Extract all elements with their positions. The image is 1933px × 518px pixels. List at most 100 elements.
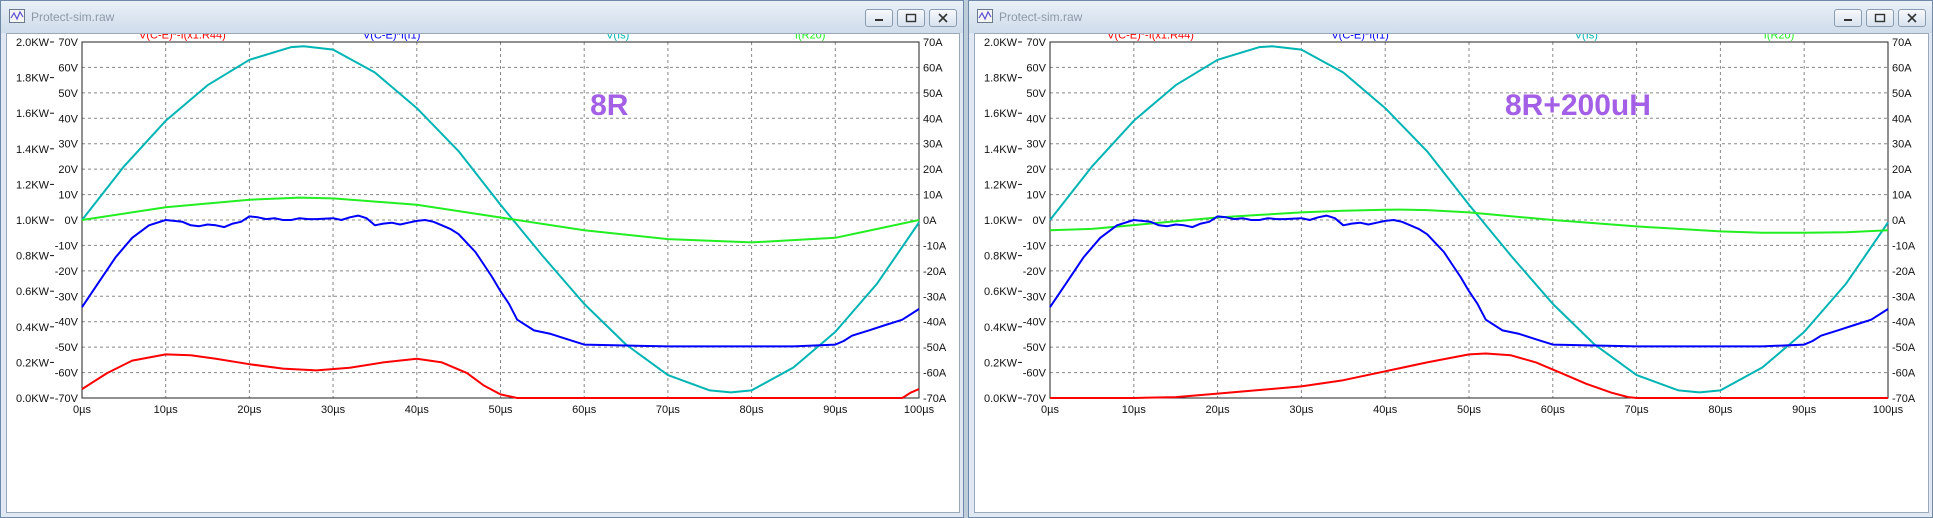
right-axis-tick: -40A [923, 317, 947, 329]
right-axis-tick: 50A [1892, 88, 1912, 100]
left-axis-tick: 0.8KW [984, 251, 1018, 263]
right-axis-tick: -30A [923, 291, 947, 303]
left-axis-tick: 0.2KW [984, 357, 1018, 369]
minimize-button[interactable] [865, 9, 893, 27]
mid-axis-tick: 50V [58, 88, 78, 100]
title-bar[interactable]: Protect-sim.raw [969, 1, 1932, 33]
legend: V(C-E)*-I(x1:R44) V(C-E)*I(I1) V(Is) I(R20) [139, 30, 826, 42]
minimize-button[interactable] [1834, 9, 1862, 27]
right-axis-tick: -20A [923, 266, 947, 278]
mid-axis-tick: 70V [58, 37, 78, 49]
mid-axis-tick: 30V [58, 139, 78, 151]
right-axis-tick: 70A [923, 37, 943, 49]
x-axis-tick: 20µs [1206, 404, 1231, 416]
legend: V(C-E)*-I(x1:R44) V(C-E)*I(I1) V(Is) I(R20) [1107, 30, 1795, 42]
x-axis-tick: 100µs [904, 404, 935, 416]
x-axis-tick: 40µs [1373, 404, 1398, 416]
right-axis-tick: 10A [923, 190, 943, 202]
legend-entry: V(C-E)*-I(x1:R44) [139, 34, 226, 42]
plot-window-left: Protect-sim.raw 0.0KW 0.2KW 0.4KW 0.6KW 0.8K… [0, 0, 964, 518]
legend-entry: I(R20) [795, 34, 826, 42]
left-axis-tick: 2.0KW [16, 37, 50, 49]
left-axis-tick: 0.0KW [16, 393, 50, 405]
mid-axis-tick: 60V [1026, 62, 1046, 74]
right-axis-tick: 40A [923, 113, 943, 125]
mid-axis-tick: 20V [58, 164, 78, 176]
left-axis-tick: 1.4KW [16, 144, 50, 156]
right-axis-tick: -70A [1892, 393, 1916, 405]
x-axis-tick: 0µs [1041, 404, 1059, 416]
series-line [1049, 208, 1889, 234]
x-axis-tick: 90µs [823, 404, 848, 416]
mid-axis-tick: 50V [1026, 88, 1046, 100]
x-axis-tick: 40µs [405, 404, 430, 416]
right-axis-tick: 20A [923, 164, 943, 176]
mid-axis-tick: -40V [1023, 317, 1047, 329]
x-axis-tick: 80µs [1708, 404, 1733, 416]
left-axis-tick: 1.6KW [984, 108, 1018, 120]
axes: 0.0KW 0.2KW 0.4KW 0.6KW 0.8KW 1.0KW 1.2KW 1.4KW… [16, 37, 947, 416]
x-axis-tick: 20µs [237, 404, 262, 416]
mid-axis-tick: -20V [55, 266, 79, 278]
x-axis-tick: 10µs [1122, 404, 1147, 416]
x-axis-tick: 0µs [73, 404, 91, 416]
right-axis-tick: 0A [1892, 215, 1906, 227]
mid-axis-tick: 20V [1026, 164, 1046, 176]
left-axis-tick: 0.0KW [984, 393, 1018, 405]
series [81, 45, 920, 399]
series-line [81, 214, 920, 348]
mid-axis-tick: -10V [55, 240, 79, 252]
mid-axis-tick: -70V [1023, 393, 1047, 405]
close-button[interactable] [929, 9, 957, 27]
maximize-button[interactable] [897, 9, 925, 27]
x-axis-tick: 50µs [488, 404, 513, 416]
series-line [1050, 352, 1888, 399]
right-axis-tick: 10A [1892, 190, 1912, 202]
left-axis-tick: 1.6KW [16, 108, 50, 120]
right-axis-tick: -60A [1892, 368, 1916, 380]
title-bar[interactable]: Protect-sim.raw [1, 1, 963, 33]
window-title: Protect-sim.raw [999, 10, 1083, 24]
x-axis-tick: 70µs [1625, 404, 1650, 416]
mid-axis-tick: 30V [1026, 139, 1046, 151]
right-axis-tick: 30A [1892, 139, 1912, 151]
right-axis-tick: 20A [1892, 164, 1912, 176]
right-axis-tick: -60A [923, 368, 947, 380]
left-axis-tick: 1.8KW [16, 73, 50, 85]
maximize-button[interactable] [1866, 9, 1894, 27]
right-axis-tick: -50A [1892, 342, 1916, 354]
mid-axis-tick: 0V [1033, 215, 1047, 227]
waveform-icon [977, 9, 993, 23]
mid-axis-tick: -40V [55, 317, 79, 329]
legend-entry: I(R20) [1764, 34, 1795, 42]
right-axis-tick: 50A [923, 88, 943, 100]
mid-axis-tick: 40V [1026, 113, 1046, 125]
left-axis-tick: 1.0KW [16, 215, 50, 227]
series-line [1049, 45, 1889, 394]
left-axis-tick: 1.4KW [984, 144, 1018, 156]
right-axis-tick: -10A [923, 240, 947, 252]
x-axis-tick: 30µs [321, 404, 346, 416]
mid-axis-tick: -60V [1023, 368, 1047, 380]
plot-pane[interactable]: 0.0KW 0.2KW 0.4KW 0.6KW 0.8KW 1.0KW 1.2KW 1.4KW… [6, 30, 960, 513]
legend-entry: V(C-E)*I(I1) [1331, 34, 1388, 42]
legend-entry: V(Is) [1575, 34, 1598, 42]
waveform-plot[interactable]: 0.0KW 0.2KW 0.4KW 0.6KW 0.8KW 1.0KW 1.2KW 1.4KW… [7, 30, 959, 512]
left-axis-tick: 0.8KW [16, 251, 50, 263]
x-axis-tick: 100µs [1873, 404, 1904, 416]
waveform-plot[interactable]: 0.0KW 0.2KW 0.4KW 0.6KW 0.8KW 1.0KW 1.2KW 1.4KW… [975, 30, 1928, 512]
mid-axis-tick: -60V [55, 368, 79, 380]
left-axis-tick: 0.2KW [16, 357, 50, 369]
right-axis-tick: -50A [923, 342, 947, 354]
x-axis-tick: 50µs [1457, 404, 1482, 416]
window-title: Protect-sim.raw [31, 10, 115, 24]
legend-entry: V(C-E)*I(I1) [363, 34, 420, 42]
plot-pane[interactable]: 0.0KW 0.2KW 0.4KW 0.6KW 0.8KW 1.0KW 1.2KW 1.4KW… [974, 30, 1929, 513]
x-axis-tick: 60µs [1541, 404, 1566, 416]
series-line [81, 353, 920, 399]
close-button[interactable] [1898, 9, 1926, 27]
left-axis-tick: 1.8KW [984, 73, 1018, 85]
left-axis-tick: 1.2KW [984, 179, 1018, 191]
grid [81, 41, 920, 399]
waveform-icon [9, 9, 25, 23]
